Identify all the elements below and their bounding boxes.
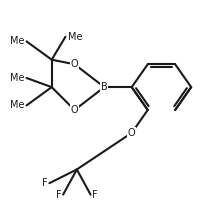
Text: O: O bbox=[128, 128, 136, 138]
Text: Me: Me bbox=[68, 32, 82, 42]
Text: B: B bbox=[101, 82, 108, 92]
Text: F: F bbox=[42, 178, 48, 188]
Text: Me: Me bbox=[10, 36, 24, 46]
Text: Me: Me bbox=[10, 100, 24, 110]
Text: F: F bbox=[56, 190, 61, 200]
Text: F: F bbox=[92, 190, 98, 200]
Text: Me: Me bbox=[10, 73, 24, 83]
Text: O: O bbox=[71, 105, 78, 115]
Text: O: O bbox=[71, 59, 78, 69]
